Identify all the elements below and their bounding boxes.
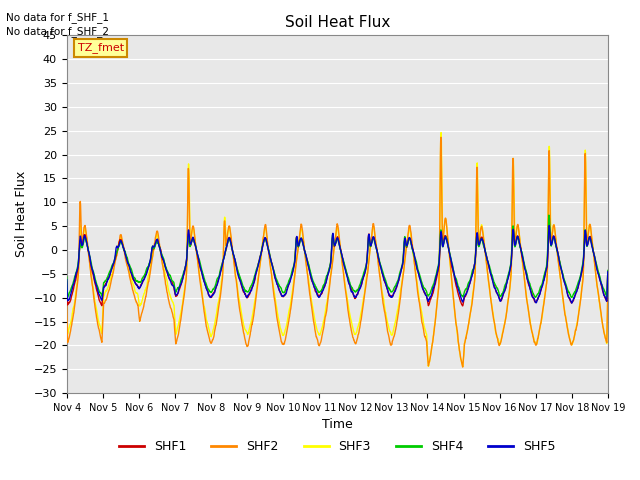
Legend: SHF1, SHF2, SHF3, SHF4, SHF5: SHF1, SHF2, SHF3, SHF4, SHF5 <box>114 435 561 458</box>
Title: Soil Heat Flux: Soil Heat Flux <box>285 15 390 30</box>
Y-axis label: Soil Heat Flux: Soil Heat Flux <box>15 171 28 257</box>
X-axis label: Time: Time <box>322 419 353 432</box>
Text: TZ_fmet: TZ_fmet <box>77 43 124 53</box>
Text: No data for f_SHF_2: No data for f_SHF_2 <box>6 26 109 37</box>
Text: No data for f_SHF_1: No data for f_SHF_1 <box>6 12 109 23</box>
